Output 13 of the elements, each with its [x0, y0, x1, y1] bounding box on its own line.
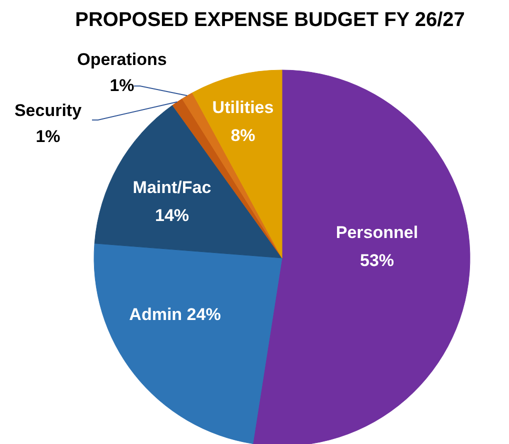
slice-label: Admin 24%	[129, 305, 221, 324]
slice-label: Utilities	[212, 98, 274, 117]
data-label: 1%	[110, 76, 134, 95]
pie-slice	[94, 243, 282, 444]
slice-label: Maint/Fac	[132, 178, 212, 197]
slice-label: Personnel	[336, 223, 418, 242]
slice-label: Security	[14, 101, 82, 120]
data-label: 1%	[36, 127, 60, 146]
chart-title: PROPOSED EXPENSE BUDGET FY 26/27	[75, 9, 465, 31]
data-label: 8%	[230, 126, 256, 145]
data-label: 14%	[154, 206, 190, 225]
data-label: 53%	[360, 251, 394, 270]
slice-label: Operations	[77, 50, 167, 69]
